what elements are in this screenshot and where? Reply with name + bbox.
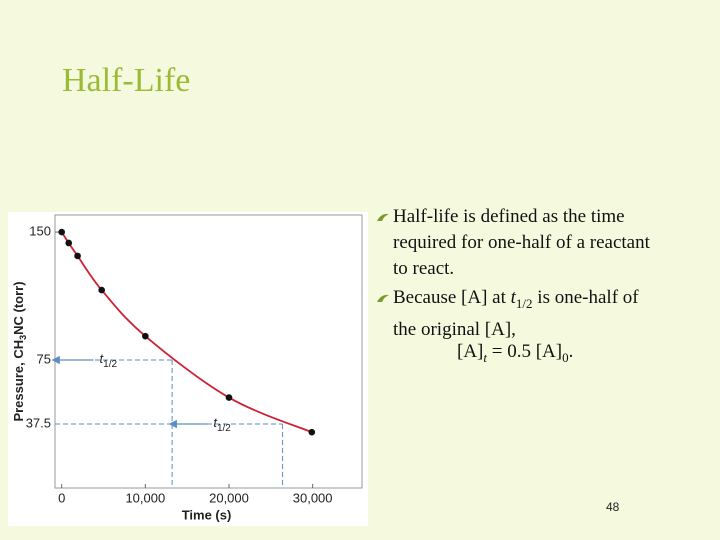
slide-title: Half-Life xyxy=(62,62,191,99)
bullet-text: Because [A] at xyxy=(393,287,511,308)
plot-frame xyxy=(54,214,363,489)
half-life-label-part: t xyxy=(213,415,218,430)
y-axis-label-part: NC (torr) xyxy=(11,281,26,334)
x-tick-label: 0 xyxy=(58,490,65,505)
equation: [A]t = 0.5 [A]0. xyxy=(457,341,573,366)
bullet-icon xyxy=(377,294,389,302)
x-axis-label: Time (s) xyxy=(182,507,232,522)
bullet-icon xyxy=(377,213,389,221)
bullet-text: is one-half of the original [A], xyxy=(393,287,639,340)
page-number: 48 xyxy=(606,500,620,514)
equation-text: t xyxy=(483,349,488,365)
x-tick-label: 30,000 xyxy=(293,490,333,505)
half-life-label-part: 1/2 xyxy=(103,359,117,370)
data-point xyxy=(225,394,233,401)
y-axis-label-part: 3 xyxy=(18,335,28,340)
y-tick-label: 37.5 xyxy=(26,415,51,430)
data-point xyxy=(142,332,149,340)
half-life-label: t1/2 xyxy=(213,415,231,433)
bullet-text: t xyxy=(510,287,516,308)
bullet-text: Half-life is defined as the time require… xyxy=(393,206,650,279)
bullet: Because [A] at t1/2 is one-half of the o… xyxy=(377,285,655,343)
equation-text: [A] xyxy=(457,341,484,362)
y-tick-label: 75 xyxy=(37,351,51,366)
data-point xyxy=(98,286,105,294)
data-point xyxy=(74,252,81,260)
data-point xyxy=(58,228,65,236)
y-axis-label-part: Pressure, CH xyxy=(11,340,26,422)
data-point xyxy=(65,239,73,247)
half-life-label: t1/2 xyxy=(100,351,118,369)
y-axis-label: Pressure, CH3NC (torr) xyxy=(11,281,28,421)
y-tick-label: 150 xyxy=(29,224,51,239)
x-tick-label: 20,000 xyxy=(209,490,249,505)
half-life-label-part: 1/2 xyxy=(217,423,231,434)
data-point xyxy=(308,428,316,436)
curve xyxy=(60,231,313,434)
half-life-label-part: t xyxy=(100,351,105,366)
bullet-text: 1/2 xyxy=(515,295,533,311)
equation-text: 0 xyxy=(562,349,569,365)
chart-background xyxy=(8,212,368,526)
equation-text: . xyxy=(568,341,574,362)
equation-text: = 0.5 [A] xyxy=(487,341,563,362)
x-tick-label: 10,000 xyxy=(125,490,165,505)
bullet: Half-life is defined as the time require… xyxy=(377,204,655,282)
